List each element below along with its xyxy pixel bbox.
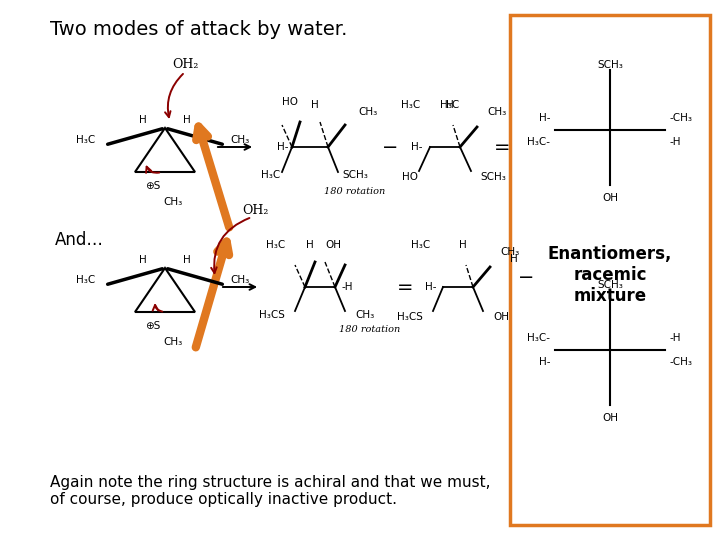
Text: SCH₃: SCH₃ bbox=[480, 172, 506, 182]
Text: OH: OH bbox=[602, 193, 618, 203]
Text: H: H bbox=[306, 240, 314, 250]
Text: H‑: H‑ bbox=[425, 282, 436, 292]
Text: =: = bbox=[397, 278, 413, 296]
Text: CH₃: CH₃ bbox=[358, 107, 377, 117]
Text: OH: OH bbox=[325, 240, 341, 250]
Text: H₃C‑: H₃C‑ bbox=[527, 137, 550, 147]
Text: CH₃: CH₃ bbox=[163, 337, 183, 347]
Text: OH: OH bbox=[493, 312, 509, 322]
Text: OH₂: OH₂ bbox=[242, 204, 268, 217]
Text: CH₃: CH₃ bbox=[487, 107, 506, 117]
Text: H₃CS: H₃CS bbox=[397, 312, 423, 322]
Text: =: = bbox=[494, 138, 510, 157]
Text: H₃C: H₃C bbox=[401, 100, 420, 110]
Text: HO: HO bbox=[282, 97, 298, 107]
Text: H‑: H‑ bbox=[276, 142, 288, 152]
Text: ‑H: ‑H bbox=[670, 333, 682, 343]
Text: H₃C: H₃C bbox=[410, 240, 430, 250]
Text: H₃C: H₃C bbox=[266, 240, 285, 250]
Text: −: − bbox=[382, 138, 398, 157]
Text: H‑: H‑ bbox=[412, 142, 423, 152]
Text: And…: And… bbox=[55, 231, 104, 249]
Text: ⊕S: ⊕S bbox=[145, 181, 161, 191]
Text: H₃C: H₃C bbox=[440, 100, 459, 110]
Text: ‑CH₃: ‑CH₃ bbox=[670, 357, 693, 367]
Text: CH₃: CH₃ bbox=[355, 310, 374, 320]
Text: CH₃: CH₃ bbox=[500, 247, 519, 257]
Text: H: H bbox=[183, 115, 191, 125]
Text: H‑: H‑ bbox=[539, 113, 550, 123]
Text: HO: HO bbox=[402, 172, 418, 182]
Text: SCH₃: SCH₃ bbox=[597, 60, 623, 70]
Text: H: H bbox=[139, 115, 147, 125]
Text: H: H bbox=[510, 254, 518, 264]
Text: ‑H: ‑H bbox=[342, 282, 354, 292]
Text: CH₃: CH₃ bbox=[163, 197, 183, 207]
Text: Enantiomers,
racemic
mixture: Enantiomers, racemic mixture bbox=[548, 245, 672, 305]
Text: H‑: H‑ bbox=[539, 357, 550, 367]
Text: −: − bbox=[518, 268, 534, 287]
Text: Again note the ring structure is achiral and that we must,
of course, produce op: Again note the ring structure is achiral… bbox=[50, 475, 490, 508]
Text: 180 rotation: 180 rotation bbox=[339, 326, 400, 334]
Text: H: H bbox=[446, 100, 454, 110]
Text: SCH₃: SCH₃ bbox=[342, 170, 368, 180]
Text: OH: OH bbox=[602, 413, 618, 423]
Text: H₃CS: H₃CS bbox=[259, 310, 285, 320]
Text: ‑CH₃: ‑CH₃ bbox=[670, 113, 693, 123]
Text: H₃C: H₃C bbox=[76, 275, 95, 285]
Text: H₃C‑: H₃C‑ bbox=[527, 333, 550, 343]
Text: SCH₃: SCH₃ bbox=[597, 280, 623, 290]
Text: H₃C: H₃C bbox=[76, 135, 95, 145]
Text: H₃C: H₃C bbox=[261, 170, 280, 180]
Text: Two modes of attack by water.: Two modes of attack by water. bbox=[50, 20, 347, 39]
Text: H: H bbox=[183, 255, 191, 265]
Text: ⊕S: ⊕S bbox=[145, 321, 161, 331]
Text: ‑H: ‑H bbox=[670, 137, 682, 147]
Text: CH₃: CH₃ bbox=[230, 275, 249, 285]
Text: 180 rotation: 180 rotation bbox=[325, 187, 386, 197]
Bar bbox=[510, 15, 710, 525]
Text: OH₂: OH₂ bbox=[172, 58, 198, 71]
Text: H: H bbox=[459, 240, 467, 250]
Text: CH₃: CH₃ bbox=[230, 135, 249, 145]
Text: H: H bbox=[139, 255, 147, 265]
Text: H: H bbox=[311, 100, 319, 110]
